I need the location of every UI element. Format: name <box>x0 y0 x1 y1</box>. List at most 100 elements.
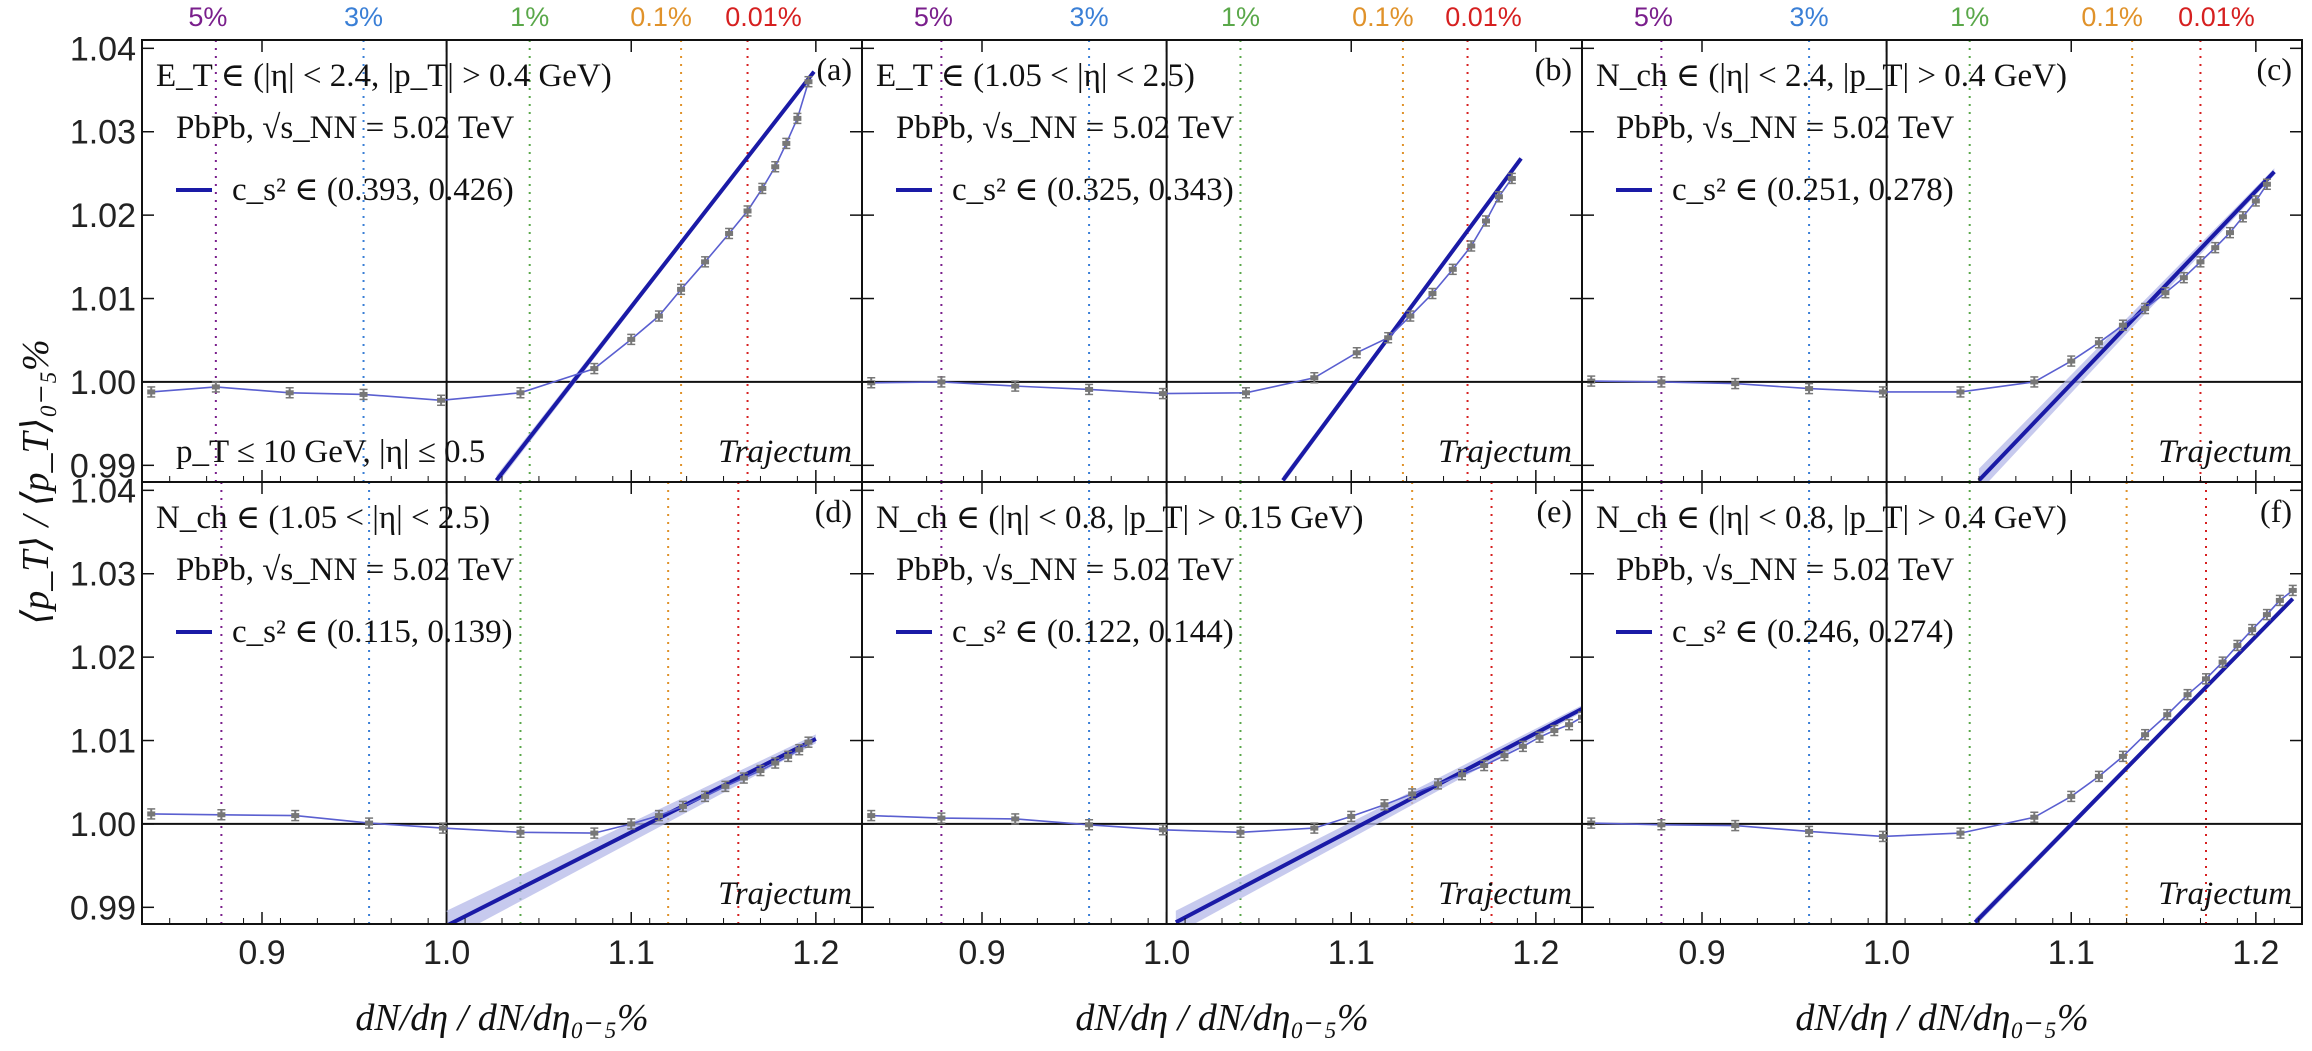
panel-6-data-point <box>2202 673 2210 685</box>
panel-5: 0.9 1.0 1.1 1.2 N_ch ∈ (|η| < 0.8, |p_T| > 0… <box>861 481 1583 972</box>
panel-1-fit-line <box>494 70 816 482</box>
panel-4-frame <box>141 481 863 925</box>
panel-5-frame <box>861 481 1583 925</box>
panel-2-label: (b) <box>1535 51 1572 87</box>
panel-1-data-point <box>771 161 780 173</box>
panel-5-data-point <box>1500 749 1509 762</box>
x-axis-title-left: dN/dη / dN/dη₀₋₅% <box>355 997 648 1039</box>
panel-5-data-point <box>1236 826 1245 839</box>
panel-2-centrality-label-5: 0.01% <box>1445 2 1522 32</box>
panel-3-legend-label: c_s² ∈ (0.251, 0.278) <box>1672 172 1954 208</box>
panel-6-fit-line <box>1973 597 2295 924</box>
x-axis-title-right: dN/dη / dN/dη₀₋₅% <box>1795 997 2088 1039</box>
panel-4-y-tick-label: 1.00 <box>70 806 136 844</box>
panel-1-data-point <box>359 388 368 401</box>
panel-2-data-point <box>1352 346 1361 359</box>
panel-5-data-point <box>1578 711 1582 723</box>
panel-6-data-point <box>2275 594 2284 607</box>
panel-5-data-point <box>937 812 946 824</box>
panel-4-data-point <box>627 818 636 830</box>
panel-2-data-point <box>1310 372 1319 384</box>
panel-1-y-tick-label: 1.01 <box>70 281 136 319</box>
panel-4-data-point <box>291 809 300 822</box>
panel-3-data-point <box>2262 178 2271 191</box>
panel-3-data-point <box>2141 302 2150 315</box>
panel-1-data-point <box>782 137 791 150</box>
panel-3-data-point <box>2196 256 2205 268</box>
panel-6-conditions: N_ch ∈ (|η| < 0.8, |p_T| > 0.4 GeV) <box>1596 500 2067 536</box>
panel-5-fit-line <box>1174 707 1582 924</box>
panel-4-data-point <box>721 780 730 793</box>
panel-2-data-point <box>1507 172 1516 185</box>
panel-1-data-point <box>793 112 802 125</box>
panel-5-data-point <box>1550 724 1559 737</box>
panel-5-x-tick-label: 1.0 <box>1143 934 1190 972</box>
panel-5-data-point <box>867 809 876 822</box>
panel-1-y-tick-label: 1.02 <box>70 197 136 235</box>
panel-2-data-point <box>1494 191 1503 203</box>
panel-3-data-point <box>2238 211 2247 223</box>
panel-5-data-point <box>1408 788 1417 800</box>
panel-6-data-point <box>2233 639 2242 652</box>
panel-5-data-point <box>1565 718 1574 731</box>
panel-5-data-point <box>1085 819 1094 831</box>
panel-6-legend-label: c_s² ∈ (0.246, 0.274) <box>1672 614 1954 650</box>
panel-5-data-point <box>1518 740 1527 753</box>
panel-4-x-tick-label: 1.0 <box>423 934 470 972</box>
panel-6-data-line <box>1591 589 2294 838</box>
panel-3-data-point <box>2211 241 2220 254</box>
panel-4: 0.9 1.0 1.1 1.2 0.99 1.00 1.01 1.02 1.03 1.04 N_ch… <box>70 472 863 972</box>
panel-1-y-tick-label: 0.99 <box>70 447 136 485</box>
panel-1-plot-area <box>142 40 862 482</box>
panel-4-x-tick-label: 1.1 <box>608 934 655 972</box>
panel-3-data-point <box>1587 375 1596 387</box>
panel-6-data-point <box>2094 770 2103 783</box>
panel-1-data-point <box>147 386 156 398</box>
panel-4-data-point <box>217 809 226 821</box>
panel-2-conditions: E_T ∈ (1.05 < |η| < 2.5) <box>876 58 1195 94</box>
panel-1-y-tick-label: 1.03 <box>70 114 136 152</box>
panel-4-y-tick-label: 1.03 <box>70 556 136 594</box>
panel-6-data-point <box>2288 584 2297 597</box>
panel-2-data-point <box>1158 387 1167 400</box>
panel-1-frame <box>141 39 863 483</box>
panel-1-data-point <box>285 387 294 399</box>
panel-3-centrality-label-1: 5% <box>1634 2 1673 32</box>
panel-1-system: PbPb, √s_NN = 5.02 TeV <box>176 110 514 146</box>
panel-5-data-line <box>871 716 1582 834</box>
panel-4-data-point <box>365 817 374 829</box>
panel-1-data-point <box>654 310 663 322</box>
panel-3-system: PbPb, √s_NN = 5.02 TeV <box>1616 110 1954 146</box>
panel-2-centrality-label-1: 5% <box>914 2 953 32</box>
panel-4-data-point <box>438 822 447 834</box>
panel-5-legend-label: c_s² ∈ (0.122, 0.144) <box>952 614 1234 650</box>
panel-4-data-point <box>795 743 804 756</box>
panel-2: 5% 3% 1% 0.1% 0.01% E_T ∈ (1.05 < |η| < 2.5) P… <box>861 2 1583 483</box>
panel-1-centrality-label-1: 5% <box>188 2 227 32</box>
panel-5-label: (e) <box>1536 493 1572 529</box>
panel-4-label: (d) <box>815 493 852 529</box>
panel-3-data-point <box>1731 377 1740 390</box>
panel-2-fit-line <box>1281 157 1523 482</box>
panel-6-data-point <box>2030 811 2039 824</box>
panel-2-data-point <box>1384 331 1393 344</box>
panel-4-x-tick-label: 0.9 <box>238 934 285 972</box>
panel-2-frame <box>861 39 1583 483</box>
panel-5-x-tick-label: 0.9 <box>958 934 1005 972</box>
panel-5-trajectum-label: Trajectum <box>1438 876 1572 912</box>
panel-5-data-point <box>1480 759 1489 772</box>
panel-6-frame <box>1581 481 2303 925</box>
panel-1-data-point <box>516 387 525 399</box>
panel-2-trajectum-label: Trajectum <box>1438 434 1572 470</box>
panel-6-data-point <box>2183 688 2192 701</box>
panel-4-data-point <box>147 808 156 820</box>
panel-3-data-point <box>1956 386 1965 398</box>
panel-3-label: (c) <box>2256 51 2292 87</box>
panel-6-data-point <box>2067 790 2076 803</box>
panel-2-data-point <box>1448 263 1457 276</box>
x-axis-title-middle: dN/dη / dN/dη₀₋₅% <box>1075 997 1368 1039</box>
panel-1-y-tick-label: 1.04 <box>70 30 136 68</box>
panel-4-data-point <box>771 757 780 769</box>
panel-1-centrality-label-2: 3% <box>344 2 383 32</box>
panel-5-conditions: N_ch ∈ (|η| < 0.8, |p_T| > 0.15 GeV) <box>876 500 1364 536</box>
